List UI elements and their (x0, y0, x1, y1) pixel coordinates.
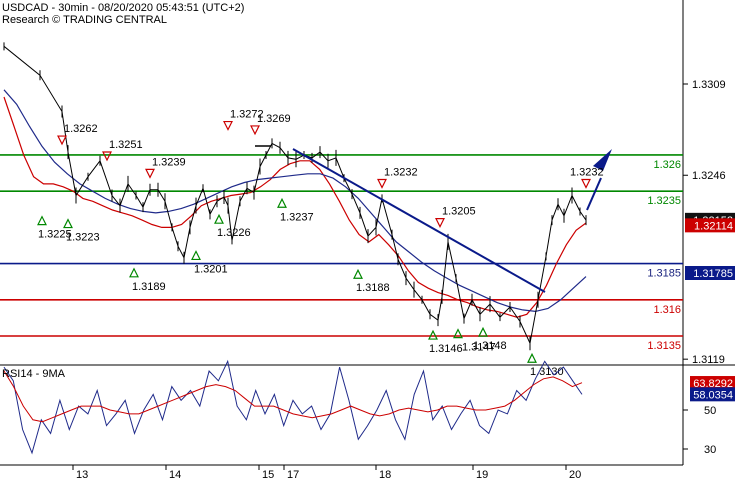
swing-high-marker (250, 125, 260, 136)
swing-low-label: 1.3188 (356, 282, 390, 294)
swing-high-marker (102, 151, 112, 162)
rsi-ma-line (3, 370, 583, 423)
swing-low-label: 1.3237 (280, 211, 314, 223)
swing-low-label: 1.3226 (217, 227, 251, 239)
swing-high-marker (377, 178, 387, 189)
time-axis-label: 15 (262, 469, 274, 480)
rsi-value-tag (690, 376, 735, 391)
swing-low-marker (428, 329, 438, 340)
price-axis-label: 1.3309 (692, 79, 726, 91)
forecast-arrow-head (593, 149, 612, 171)
swing-low-marker (527, 352, 537, 363)
swing-low-label: 1.3146 (429, 343, 463, 355)
swing-high-label: 1.3251 (109, 139, 143, 151)
time-axis-label: 19 (476, 469, 488, 480)
chart-source: Research © TRADING CENTRAL (2, 14, 167, 26)
time-axis-label: 18 (379, 469, 391, 480)
descending-trendline (292, 148, 546, 293)
level-label-1-3185: 1.3185 (647, 268, 681, 280)
swing-low-marker (129, 267, 139, 278)
swing-low-label: 1.3225 (38, 229, 72, 241)
swing-high-label: 1.3205 (442, 206, 476, 218)
rsi-value-label: 58.0354 (693, 389, 733, 401)
swing-high-label: 1.3232 (384, 167, 418, 179)
time-axis: 13 14 15 17 18 19 20 (72, 465, 581, 481)
price-axis-label: 1.3119 (692, 354, 725, 366)
swing-high-marker (435, 218, 445, 228)
current-price-tag (685, 218, 735, 233)
level-label-1-3135: 1.3135 (647, 340, 681, 352)
rsi-axis-label: 30 (704, 444, 716, 456)
ma-slow-line (3, 89, 587, 313)
rsi-value-tag (690, 387, 735, 402)
current-price-label: 1.31785 (693, 268, 733, 280)
rsi-axis-label: 50 (704, 405, 716, 417)
time-axis-label: 20 (569, 469, 581, 480)
swing-high-marker (145, 168, 155, 179)
swing-high-label: 1.3232 (570, 167, 604, 179)
time-axis-label: 13 (76, 469, 88, 480)
price-axis-label: 1.3246 (692, 170, 726, 182)
chart-title: USDCAD - 30min - 08/20/2020 05:43:51 (UT… (2, 2, 244, 14)
swing-low-marker (214, 213, 224, 224)
swing-high-label: 1.3272 (230, 109, 264, 121)
swing-high-label: 1.3269 (257, 113, 291, 125)
swing-low-label: 1.3201 (194, 263, 228, 275)
swing-low-label: 1.3130 (530, 366, 564, 378)
swing-low-label: 1.3147 (462, 342, 496, 354)
forecast-arrow-shaft (586, 177, 602, 211)
swing-low-marker (277, 197, 287, 208)
moving-averages-layer (3, 89, 587, 318)
rsi-pane-title: RSI14 - 9MA (2, 368, 66, 380)
trendline-layer (255, 145, 612, 293)
swing-high-label: 1.3239 (152, 156, 186, 168)
swing-low-marker (191, 250, 201, 261)
level-label-1-3235: 1.3235 (647, 195, 681, 207)
swing-low-marker (453, 328, 463, 339)
swing-low-label: 1.3148 (473, 340, 507, 352)
level-label-1-326: 1.326 (653, 159, 681, 171)
rsi-line (3, 359, 583, 455)
ma-fast-line (3, 96, 587, 318)
current-price-tag (685, 266, 735, 280)
time-axis-label: 14 (169, 469, 181, 480)
swing-low-marker (63, 218, 73, 229)
rsi-value-label: 63.8292 (693, 378, 733, 390)
current-price-label: 1.32114 (694, 220, 733, 232)
swing-high-marker (57, 135, 67, 146)
swing-low-marker (353, 268, 363, 279)
level-label-1-316: 1.316 (653, 304, 681, 316)
swing-high-marker (581, 178, 591, 189)
time-axis-label: 17 (287, 469, 299, 480)
swing-high-label: 1.3262 (64, 123, 98, 135)
swing-low-label: 1.3223 (66, 232, 100, 244)
swing-high-marker (223, 120, 233, 131)
swing-low-marker (37, 215, 47, 226)
swing-low-label: 1.3189 (132, 281, 166, 293)
levels-layer: 1.326 1.3235 1.3185 1.316 1.3135 (0, 154, 683, 352)
swing-low-marker (478, 326, 488, 337)
price-axis: 1.3309 1.3246 1.3119 (683, 79, 726, 366)
